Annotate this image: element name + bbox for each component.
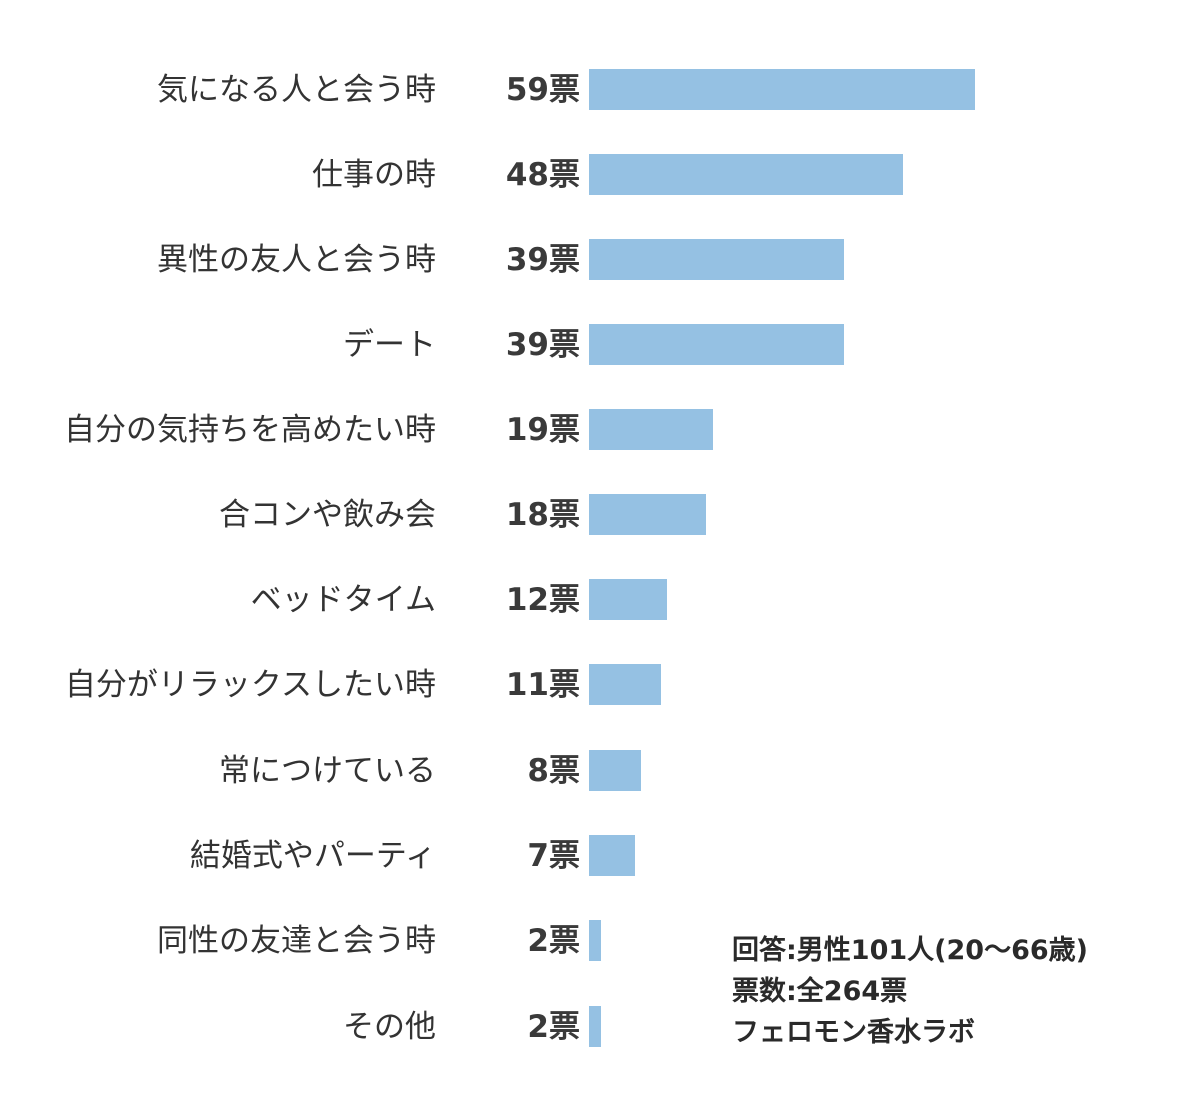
value-label: 18票 bbox=[505, 497, 580, 533]
bar bbox=[589, 664, 661, 705]
bar bbox=[589, 835, 635, 876]
value-label: 48票 bbox=[505, 157, 580, 193]
bar bbox=[589, 1006, 601, 1047]
respondents-text: 回答:男性101人(20〜66歳) bbox=[732, 935, 1088, 966]
chart-row: デート 39票 bbox=[0, 324, 1200, 366]
survey-note: 回答:男性101人(20〜66歳) 票数:全264票 フェロモン香水ラボ bbox=[732, 930, 1088, 1053]
bar bbox=[589, 920, 601, 961]
category-label: 常につけている bbox=[219, 753, 436, 789]
category-label: その他 bbox=[343, 1009, 436, 1045]
bar bbox=[589, 69, 975, 110]
value-label: 39票 bbox=[505, 327, 580, 363]
chart-row: 合コンや飲み会 18票 bbox=[0, 494, 1200, 536]
source-text: フェロモン香水ラボ bbox=[732, 1017, 975, 1048]
category-label: デート bbox=[343, 327, 436, 363]
value-label: 39票 bbox=[505, 242, 580, 278]
value-label: 59票 bbox=[505, 72, 580, 108]
category-label: 自分がリラックスしたい時 bbox=[64, 667, 436, 703]
total-votes-text: 票数:全264票 bbox=[732, 976, 908, 1007]
category-label: 自分の気持ちを高めたい時 bbox=[64, 412, 436, 448]
chart-row: 異性の友人と会う時 39票 bbox=[0, 239, 1200, 281]
bar bbox=[589, 579, 667, 620]
category-label: 結婚式やパーティ bbox=[189, 838, 436, 874]
chart-row: その他 2票 bbox=[0, 1006, 1200, 1048]
value-label: 8票 bbox=[527, 753, 580, 789]
value-label: 7票 bbox=[527, 838, 580, 874]
category-label: 合コンや飲み会 bbox=[219, 497, 436, 533]
bar bbox=[589, 494, 706, 535]
value-label: 2票 bbox=[527, 1009, 580, 1045]
bar bbox=[589, 750, 641, 791]
chart-row: 自分がリラックスしたい時 11票 bbox=[0, 664, 1200, 706]
category-label: 同性の友達と会う時 bbox=[157, 923, 436, 959]
value-label: 12票 bbox=[505, 582, 580, 618]
value-label: 19票 bbox=[505, 412, 580, 448]
chart-row: 気になる人と会う時 59票 bbox=[0, 69, 1200, 111]
chart-row: 結婚式やパーティ 7票 bbox=[0, 835, 1200, 877]
value-label: 2票 bbox=[527, 923, 580, 959]
chart-row: 自分の気持ちを高めたい時 19票 bbox=[0, 409, 1200, 451]
category-label: 気になる人と会う時 bbox=[157, 72, 436, 108]
category-label: ベッドタイム bbox=[250, 582, 436, 618]
category-label: 異性の友人と会う時 bbox=[157, 242, 436, 278]
bar bbox=[589, 154, 903, 195]
category-label: 仕事の時 bbox=[312, 157, 436, 193]
chart-row: 同性の友達と会う時 2票 bbox=[0, 920, 1200, 962]
bar bbox=[589, 324, 844, 365]
bar bbox=[589, 239, 844, 280]
value-label: 11票 bbox=[505, 667, 580, 703]
chart-row: 仕事の時 48票 bbox=[0, 154, 1200, 196]
chart-row: ベッドタイム 12票 bbox=[0, 579, 1200, 621]
bar bbox=[589, 409, 713, 450]
chart-row: 常につけている 8票 bbox=[0, 750, 1200, 792]
